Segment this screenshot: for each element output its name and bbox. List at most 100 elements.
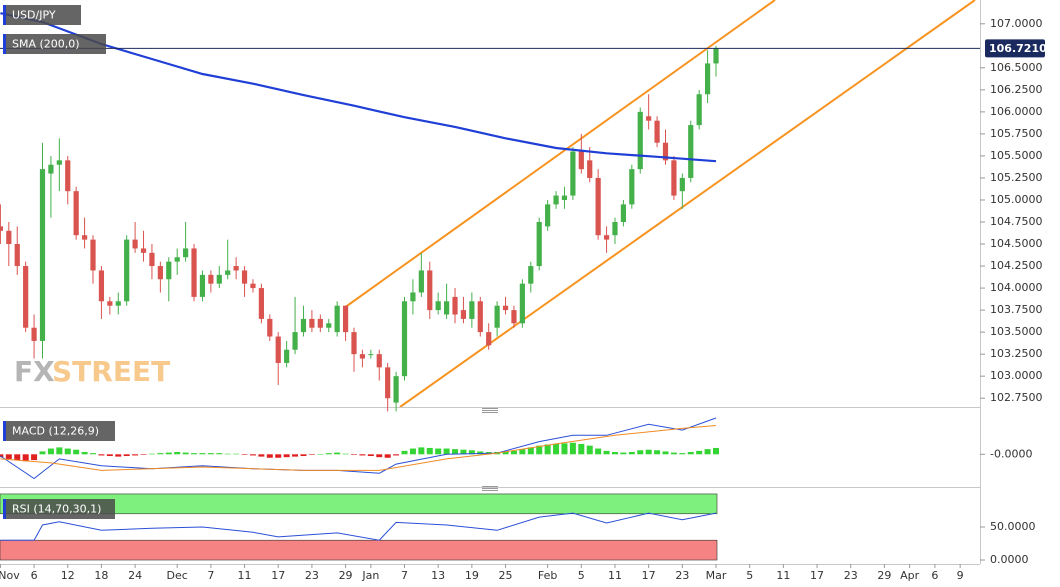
macd-histogram-bar [553, 443, 560, 455]
macd-histogram-bar [367, 454, 374, 457]
candle-body [662, 142, 669, 161]
y-tick-label: 105.0000 [990, 193, 1043, 206]
legend: USD/JPY SMA (200,0) MACD (12,26,9) RSI (… [3, 5, 115, 519]
candle-body [637, 111, 643, 170]
candle-body [342, 305, 349, 333]
candle-body [233, 266, 239, 271]
candle-body [679, 177, 685, 192]
x-tick-label: 29 [339, 569, 353, 582]
macd-histogram-bar [460, 449, 467, 455]
macd-histogram-bar [376, 454, 383, 458]
candle-body [561, 195, 568, 200]
candle-body [401, 301, 408, 377]
candle-body [225, 270, 231, 275]
macd-histogram-bar [292, 454, 299, 457]
macd-histogram-bar [426, 447, 433, 455]
watermark-fx: FX [14, 355, 55, 388]
y-tick-label: 106.5000 [990, 61, 1043, 74]
macd-histogram-bar [123, 454, 130, 457]
candle-body [646, 116, 652, 121]
macd-line [0, 425, 717, 471]
x-tick-label: 25 [499, 569, 513, 582]
macd-histogram-bar [696, 450, 703, 455]
candle-body [14, 244, 20, 267]
x-tick-label: 5 [746, 569, 753, 582]
legend-symbol: USD/JPY [12, 9, 56, 22]
macd-histogram-bar [393, 454, 400, 456]
x-tick-label: 18 [94, 569, 108, 582]
macd-histogram-bar [645, 449, 652, 455]
candle-body [73, 191, 79, 236]
candle-body [275, 336, 281, 363]
macd-histogram-bar [611, 451, 618, 455]
macd-histogram-bar [0, 454, 4, 458]
macd-histogram-bar [64, 448, 71, 455]
candle-body [536, 222, 542, 267]
macd-histogram-bar [300, 454, 307, 457]
candle-body [477, 301, 483, 333]
candle-body [545, 204, 551, 227]
candle-body [519, 283, 525, 324]
legend-rsi: RSI (14,70,30,1) [12, 503, 101, 516]
macd-histogram-bar [216, 453, 223, 455]
y-tick-label: 50.0000 [990, 520, 1036, 533]
x-tick-label: Mar [706, 569, 727, 582]
macd-histogram-bar [670, 452, 677, 455]
candle-body [132, 239, 138, 249]
candle-body [393, 376, 399, 403]
macd-histogram-bar [148, 453, 155, 455]
candle-body [629, 169, 635, 205]
candle-body [81, 235, 88, 240]
y-tick-label: -0.0000 [990, 447, 1032, 460]
candle-body [359, 354, 366, 359]
candle-body [494, 305, 500, 328]
candle-body [292, 332, 298, 350]
candle-body [410, 292, 416, 302]
macd-histogram-bar [628, 451, 635, 455]
x-tick-label: 23 [844, 569, 858, 582]
x-tick-label: 7 [401, 569, 408, 582]
macd-histogram-bar [258, 454, 265, 457]
macd-histogram-bar [81, 451, 88, 455]
candle-body [309, 318, 315, 328]
macd-histogram-bar [249, 454, 256, 456]
candle-body [90, 239, 96, 271]
rsi-band [0, 493, 718, 515]
macd-histogram-bar [73, 449, 80, 455]
candle-body [368, 354, 374, 356]
macd-histogram-bar [182, 452, 189, 455]
candle-body [528, 266, 534, 284]
macd-histogram-bar [687, 451, 694, 455]
candle-body [570, 151, 576, 196]
macd-histogram-bar [140, 454, 147, 455]
macd-histogram-bar [233, 453, 240, 455]
candle-body [115, 301, 121, 306]
macd-histogram-bar [536, 445, 543, 455]
candle-body [578, 151, 584, 170]
macd-histogram-bar [275, 454, 282, 458]
candle-body [317, 318, 323, 328]
macd-histogram-bar [98, 454, 105, 456]
macd-histogram-bar [174, 451, 181, 455]
watermark-street: STREET [52, 355, 170, 388]
x-tick-label: 29 [877, 569, 891, 582]
macd-histogram-bar [115, 454, 122, 457]
macd-histogram-bar [165, 452, 172, 455]
macd-histogram-bar [637, 450, 644, 455]
y-tick-label: 104.0000 [990, 281, 1043, 294]
last-price-box [985, 39, 1045, 58]
macd-histogram-bar [468, 450, 475, 455]
pane-handle [482, 486, 498, 491]
x-tick-label: 6 [31, 569, 38, 582]
macd-histogram-bar [132, 454, 139, 456]
macd-histogram-bar [544, 444, 551, 455]
sma-line [0, 12, 717, 163]
macd-histogram-bar [401, 450, 408, 455]
macd-histogram-bar [325, 453, 332, 455]
x-tick-label: 19 [465, 569, 479, 582]
macd-histogram-bar [342, 453, 349, 455]
macd-histogram-bar [409, 448, 416, 455]
macd-histogram-bar [620, 452, 627, 455]
macd-histogram-bar [14, 454, 21, 461]
x-tick-label: 17 [810, 569, 824, 582]
